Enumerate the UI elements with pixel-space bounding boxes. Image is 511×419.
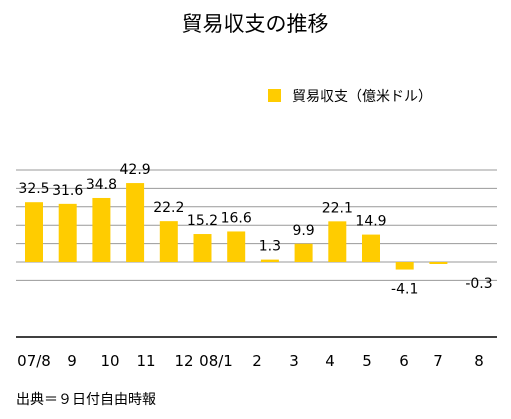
bar-10 xyxy=(92,197,111,262)
x-tick-label: 4 xyxy=(325,352,335,370)
bar-11 xyxy=(126,183,145,262)
data-label: 16.6 xyxy=(221,210,252,226)
legend-swatch xyxy=(268,89,281,102)
x-tick-label: 08/1 xyxy=(199,352,233,370)
data-label: 42.9 xyxy=(120,162,151,178)
x-tick-label: 11 xyxy=(136,352,155,370)
x-tick-label: 8 xyxy=(474,352,484,370)
bar-4 xyxy=(294,243,313,262)
data-label: 32.5 xyxy=(18,181,49,197)
bar-12 xyxy=(159,221,178,262)
x-tick-label: 12 xyxy=(174,352,193,370)
data-label: 15.2 xyxy=(187,213,218,229)
data-label: 34.8 xyxy=(86,177,117,193)
legend: 貿易収支（億米ドル） xyxy=(268,89,432,105)
data-labels: 32.5 31.6 34.842.9 22.215.2 16.6 1.3 9.9 22.114… xyxy=(18,162,492,297)
data-label: 14.9 xyxy=(355,214,386,230)
x-tick-label: 9 xyxy=(67,352,77,370)
source-note: 出典＝９日付自由時報 xyxy=(16,392,156,408)
bar-series xyxy=(25,183,448,270)
bar-8 xyxy=(429,262,448,264)
bar-9 xyxy=(58,203,77,262)
data-label: -0.3 xyxy=(465,276,492,292)
bar-2 xyxy=(227,231,246,262)
x-tick-label: 7 xyxy=(433,352,443,370)
legend-label: 貿易収支（億米ドル） xyxy=(292,89,432,105)
data-label: 9.9 xyxy=(292,223,314,239)
data-label: 31.6 xyxy=(52,183,83,199)
x-tick-label: 6 xyxy=(399,352,409,370)
data-label: 1.3 xyxy=(259,239,281,255)
x-tick-label: 3 xyxy=(289,352,299,370)
x-tick-label: 10 xyxy=(100,352,119,370)
data-label: 22.2 xyxy=(153,200,184,216)
data-label: 22.1 xyxy=(322,200,353,216)
bar-08-1 xyxy=(193,234,212,262)
x-axis-ticks: 07/8 9 10 11 12 08/1 2 3 4 5 6 7 8 xyxy=(17,352,484,370)
bar-07-8 xyxy=(25,202,43,262)
x-tick-label: 07/8 xyxy=(17,352,51,370)
bar-6 xyxy=(362,234,380,262)
chart-title: 貿易収支の推移 xyxy=(182,12,329,36)
x-tick-label: 5 xyxy=(362,352,372,370)
bar-5 xyxy=(328,221,347,262)
data-label: -4.1 xyxy=(391,282,418,298)
gridlines xyxy=(16,169,497,338)
x-tick-label: 2 xyxy=(252,352,262,370)
bar-7 xyxy=(395,262,414,270)
bar-3 xyxy=(260,259,279,262)
